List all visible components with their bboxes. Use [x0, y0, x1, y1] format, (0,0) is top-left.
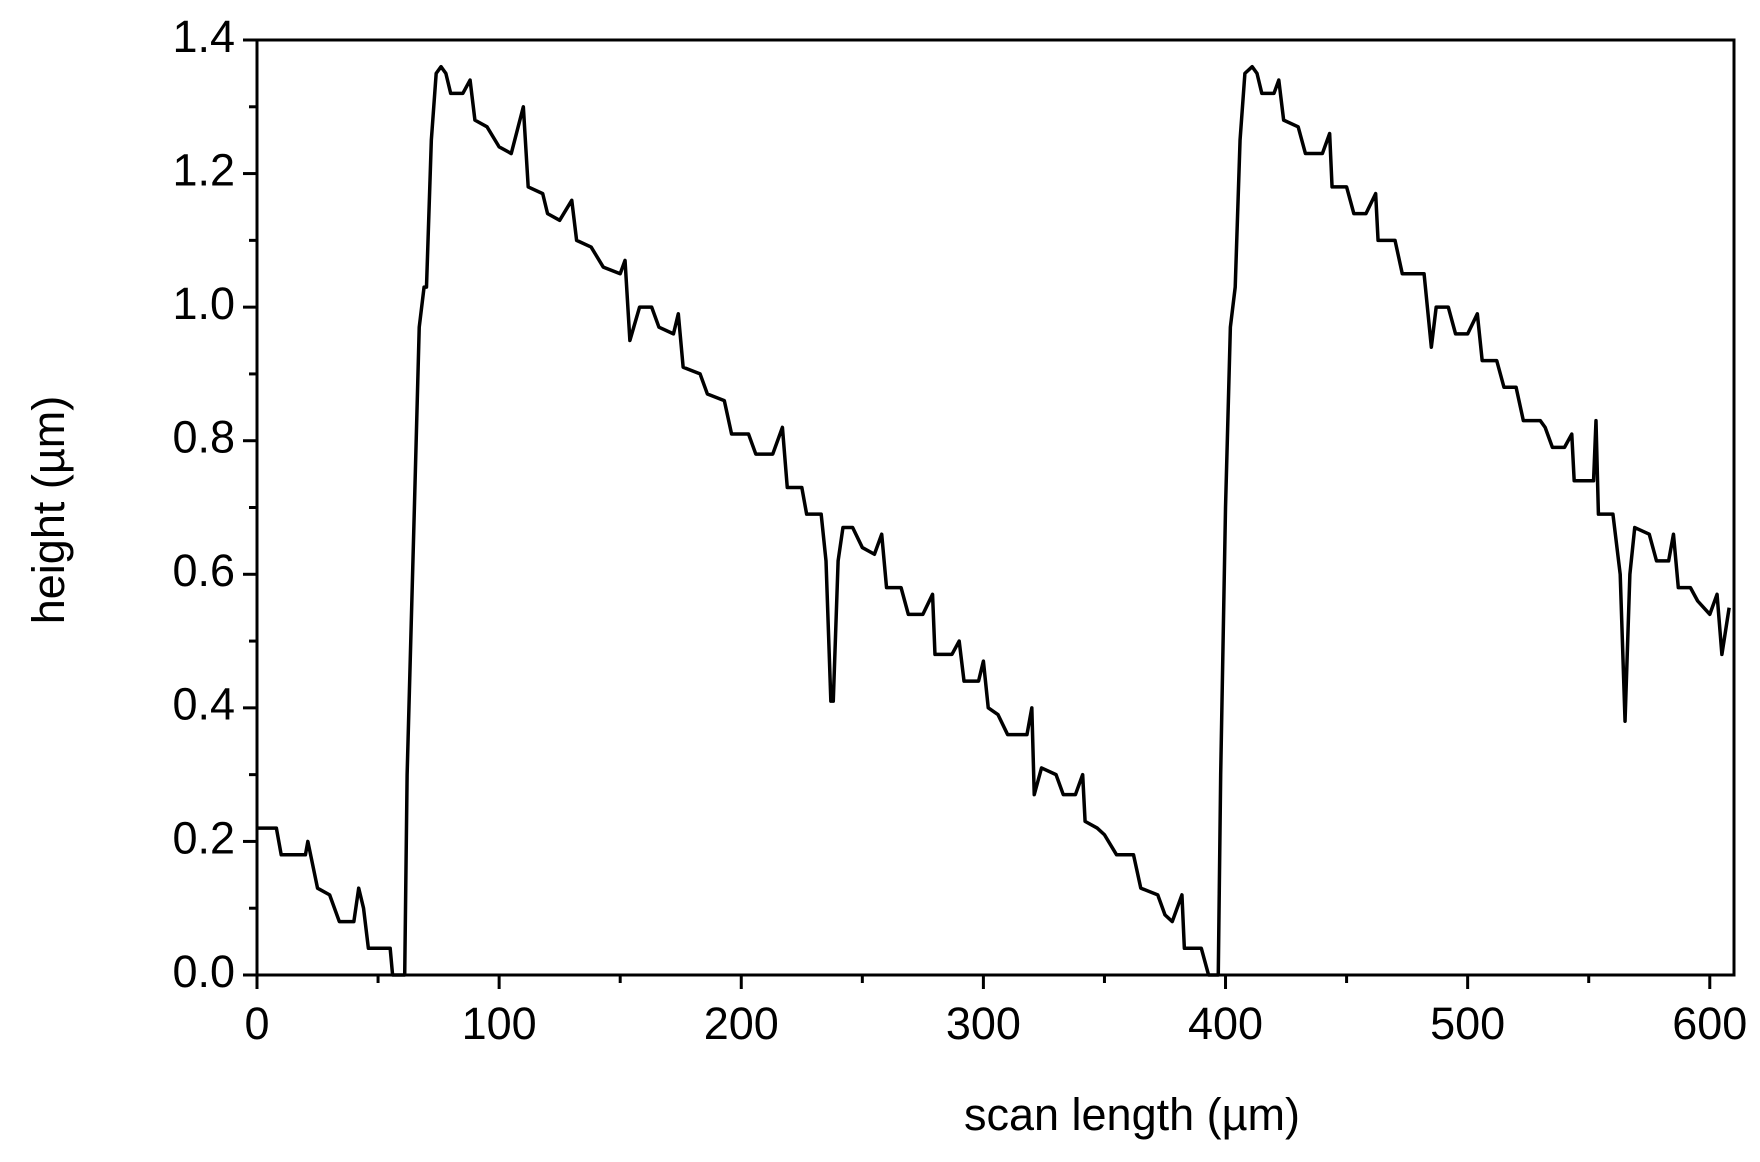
- y-tick-label: 0.0: [172, 946, 235, 997]
- y-tick-label: 1.0: [172, 278, 235, 329]
- y-tick-label: 0.6: [172, 545, 235, 596]
- x-tick-label: 600: [1672, 998, 1747, 1049]
- x-tick-label: 400: [1188, 998, 1263, 1049]
- y-tick-label: 1.4: [172, 11, 235, 62]
- x-tick-label: 300: [946, 998, 1021, 1049]
- y-tick-label: 0.2: [172, 812, 235, 863]
- y-tick-label: 0.8: [172, 412, 235, 463]
- y-tick-label: 1.2: [172, 144, 235, 195]
- x-tick-label: 200: [704, 998, 779, 1049]
- y-axis-title: height (µm): [23, 396, 74, 625]
- x-axis-title: scan length (µm): [964, 1089, 1300, 1140]
- y-tick-label: 0.4: [172, 679, 235, 730]
- data-line: [257, 64, 1731, 977]
- plot-frame: [255, 38, 1736, 977]
- x-tick-label: 0: [244, 998, 269, 1049]
- x-tick-label: 100: [462, 998, 537, 1049]
- x-tick-label: 500: [1430, 998, 1505, 1049]
